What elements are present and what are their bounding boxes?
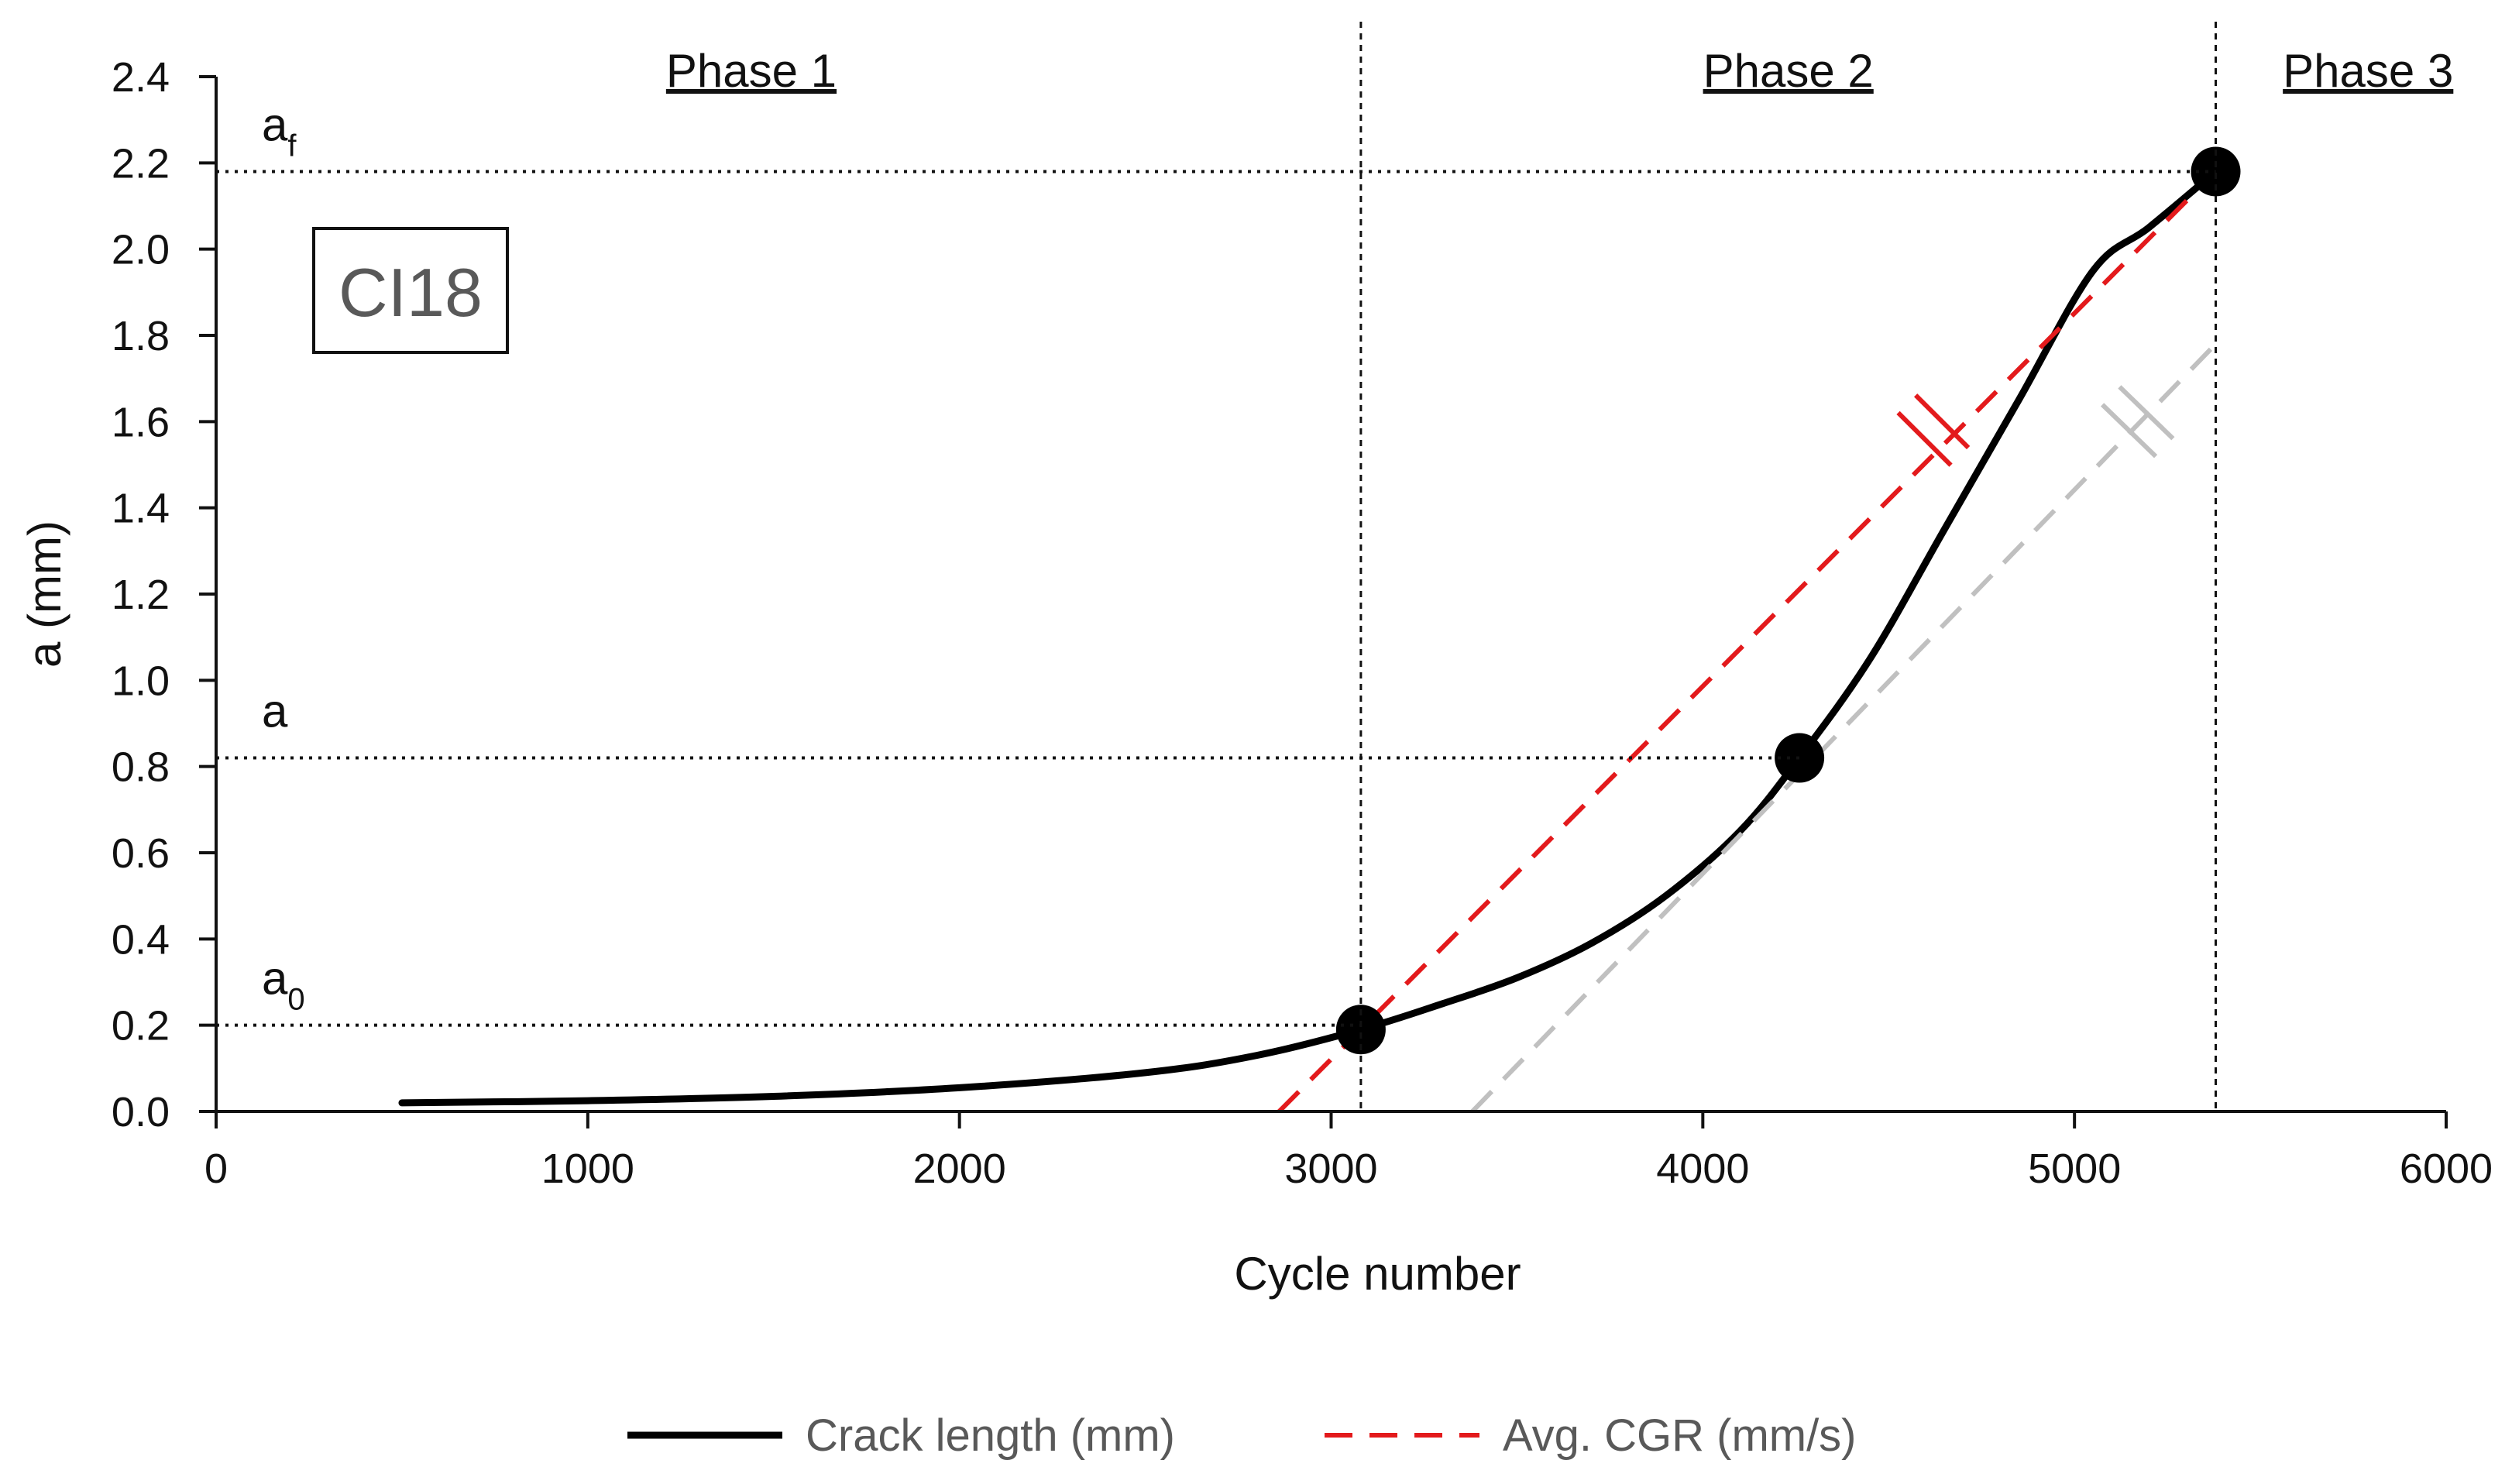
y-tick-label: 1.2: [112, 572, 170, 618]
y-tick-label: 2.2: [112, 140, 170, 187]
break-mark: [2118, 385, 2175, 441]
legend: Crack length (mm) Avg. CGR (mm/s): [627, 1410, 1857, 1461]
y-tick-label: 0.2: [112, 1003, 170, 1049]
y-tick-label: 0.0: [112, 1089, 170, 1135]
reference-level-label: a: [262, 685, 288, 737]
sample-label: CI18: [338, 254, 483, 331]
level-symbol: a: [262, 98, 288, 150]
y-tick-label: 2.4: [112, 54, 170, 101]
level-subscript: 0: [287, 983, 304, 1017]
tick-labels: 0.0 0.2 0.4 0.6 0.8 1.0 1.2 1.4 1.6 1.8 2.0 2.2 2.4 0…: [19, 54, 2493, 1300]
x-tick-label: 1000: [541, 1146, 634, 1192]
x-tick-label: 6000: [2400, 1146, 2493, 1192]
level-symbol: a: [262, 685, 288, 737]
level-subscript: f: [287, 129, 297, 163]
x-tick-label: 3000: [1284, 1146, 1377, 1192]
break-mark: [1896, 411, 1953, 467]
y-tick-label: 0.6: [112, 830, 170, 877]
sample-label-box: [312, 227, 509, 354]
series-avg-cgr-line: [1277, 170, 2218, 1114]
phase-label: Phase 3: [2283, 45, 2453, 97]
legend-label: Crack length (mm): [806, 1410, 1175, 1461]
x-tick-label: 4000: [1656, 1146, 1749, 1192]
data-point-marker: [1775, 733, 1825, 783]
legend-label: Avg. CGR (mm/s): [1503, 1410, 1857, 1461]
data-point-marker: [1335, 1005, 1386, 1055]
x-axis-title: Cycle number: [1234, 1248, 1521, 1300]
axes: [199, 75, 2448, 1128]
reference-level-label: a0: [262, 953, 305, 1017]
phase-label: Phase 2: [1703, 45, 1874, 97]
y-tick-label: 2.0: [112, 227, 170, 273]
y-tick-label: 0.4: [112, 916, 170, 963]
phase-label: Phase 1: [666, 45, 837, 97]
series-crack-length-line: [398, 167, 2219, 1107]
y-tick-label: 1.8: [112, 313, 170, 359]
reference-level-label: af: [262, 98, 297, 163]
y-tick-label: 1.6: [112, 399, 170, 445]
y-axis-title: a (mm): [19, 520, 70, 668]
series-reference-grey-line: [1470, 342, 2218, 1114]
level-symbol: a: [262, 953, 288, 1005]
x-tick-label: 2000: [913, 1146, 1006, 1192]
x-tick-label: 5000: [2028, 1146, 2121, 1192]
y-tick-label: 0.8: [112, 744, 170, 791]
break-mark: [2101, 403, 2158, 459]
y-tick-label: 1.4: [112, 486, 170, 532]
plot-lines: [398, 146, 2241, 1114]
x-tick-label: 0: [204, 1146, 228, 1192]
y-tick-label: 1.0: [112, 658, 170, 704]
break-mark: [1914, 393, 1971, 450]
